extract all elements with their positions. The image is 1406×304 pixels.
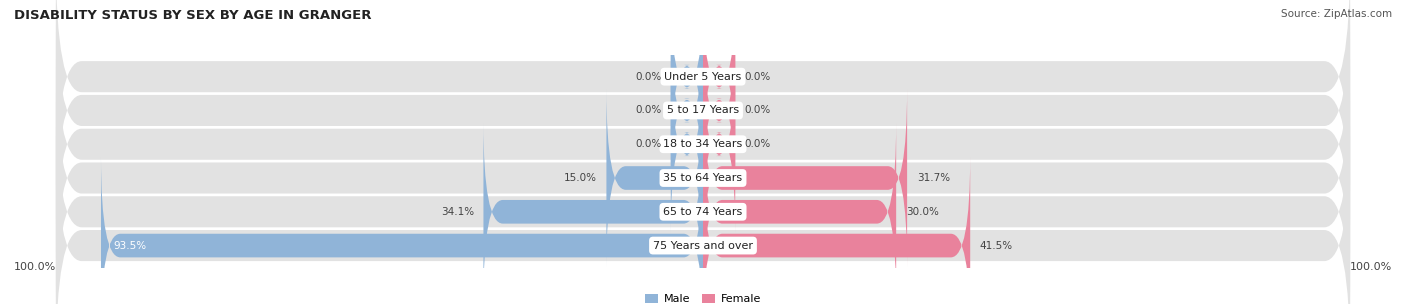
FancyBboxPatch shape bbox=[101, 156, 703, 304]
FancyBboxPatch shape bbox=[484, 122, 703, 301]
FancyBboxPatch shape bbox=[703, 0, 735, 166]
FancyBboxPatch shape bbox=[703, 156, 970, 304]
Text: 100.0%: 100.0% bbox=[14, 262, 56, 272]
Text: 5 to 17 Years: 5 to 17 Years bbox=[666, 105, 740, 116]
Text: 15.0%: 15.0% bbox=[564, 173, 596, 183]
Text: 30.0%: 30.0% bbox=[905, 207, 939, 217]
Text: Source: ZipAtlas.com: Source: ZipAtlas.com bbox=[1281, 9, 1392, 19]
FancyBboxPatch shape bbox=[671, 0, 703, 166]
FancyBboxPatch shape bbox=[606, 88, 703, 268]
Text: 34.1%: 34.1% bbox=[440, 207, 474, 217]
Text: 0.0%: 0.0% bbox=[745, 105, 770, 116]
FancyBboxPatch shape bbox=[56, 0, 1350, 196]
FancyBboxPatch shape bbox=[56, 0, 1350, 230]
FancyBboxPatch shape bbox=[703, 21, 735, 200]
Text: 18 to 34 Years: 18 to 34 Years bbox=[664, 139, 742, 149]
Text: 0.0%: 0.0% bbox=[745, 72, 770, 82]
Text: 93.5%: 93.5% bbox=[114, 240, 148, 250]
Text: 35 to 64 Years: 35 to 64 Years bbox=[664, 173, 742, 183]
FancyBboxPatch shape bbox=[56, 92, 1350, 304]
FancyBboxPatch shape bbox=[56, 25, 1350, 264]
Text: 65 to 74 Years: 65 to 74 Years bbox=[664, 207, 742, 217]
Text: Under 5 Years: Under 5 Years bbox=[665, 72, 741, 82]
FancyBboxPatch shape bbox=[671, 21, 703, 200]
Legend: Male, Female: Male, Female bbox=[641, 289, 765, 304]
FancyBboxPatch shape bbox=[703, 55, 735, 234]
FancyBboxPatch shape bbox=[703, 122, 896, 301]
Text: 0.0%: 0.0% bbox=[636, 105, 661, 116]
Text: 41.5%: 41.5% bbox=[980, 240, 1012, 250]
Text: 100.0%: 100.0% bbox=[1350, 262, 1392, 272]
Text: 75 Years and over: 75 Years and over bbox=[652, 240, 754, 250]
Text: 0.0%: 0.0% bbox=[745, 139, 770, 149]
Text: 0.0%: 0.0% bbox=[636, 72, 661, 82]
Text: 31.7%: 31.7% bbox=[917, 173, 950, 183]
Text: 0.0%: 0.0% bbox=[636, 139, 661, 149]
FancyBboxPatch shape bbox=[671, 55, 703, 234]
FancyBboxPatch shape bbox=[56, 58, 1350, 298]
FancyBboxPatch shape bbox=[703, 88, 907, 268]
Text: DISABILITY STATUS BY SEX BY AGE IN GRANGER: DISABILITY STATUS BY SEX BY AGE IN GRANG… bbox=[14, 9, 371, 22]
FancyBboxPatch shape bbox=[56, 126, 1350, 304]
